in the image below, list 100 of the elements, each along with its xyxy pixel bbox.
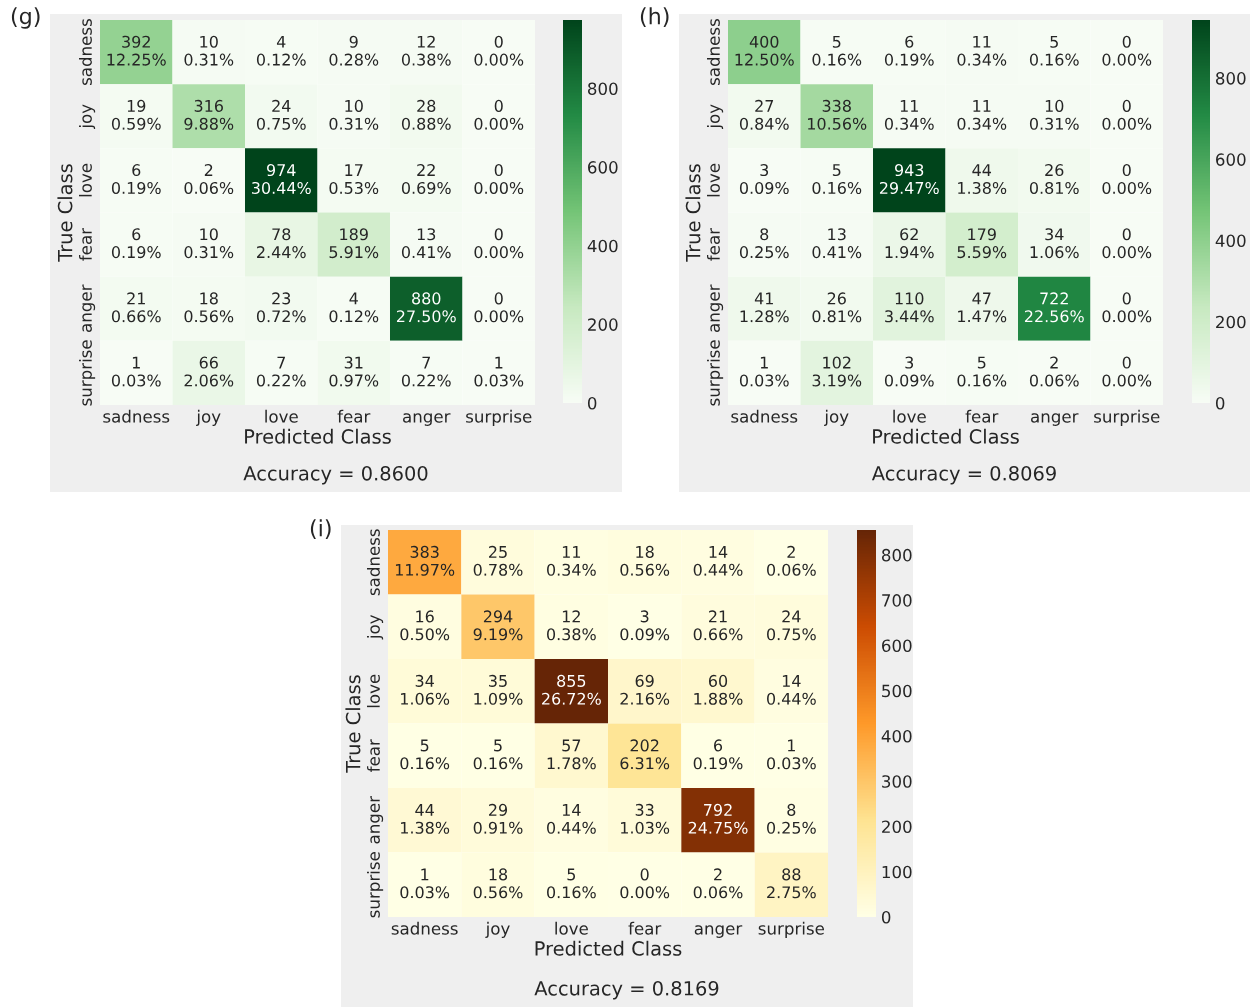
data-label: 7 0.22% [256,356,306,387]
color-bar-label: 200 [588,318,618,331]
x-tick-label: anger [403,413,451,426]
color-bar-label: 500 [882,684,912,698]
y-tick-label: anger [82,284,96,332]
data-label: 21 0.66% [693,610,743,641]
color-bar-label: 0 [1215,396,1225,410]
data-label: 19 0.59% [111,99,161,130]
y-axis-title: True Class [345,675,361,773]
data-label: 383 11.97% [395,545,455,576]
data-label: 26 0.81% [812,292,862,323]
data-label: 400 12.50% [735,35,794,66]
chart-title: (i) [310,519,331,540]
data-label: 11 0.34% [957,100,1007,130]
color-bar-label: 800 [587,82,618,95]
data-label: 41 1.28% [740,292,789,323]
data-label: 29 0.91% [473,803,523,834]
data-label: 943 29.47% [879,164,939,194]
text: Accuracy = 0.8069 [871,465,1056,485]
y-tick-label: joy [79,104,96,129]
data-label: 0 0.00% [474,35,524,66]
data-label: 10 0.31% [329,99,379,130]
data-label: 0 0.00% [474,164,524,194]
data-label: 57 1.78% [547,739,596,770]
chart-title: (g) [11,7,40,29]
data-label: 3 0.09% [884,356,934,387]
data-label: 18 0.56% [184,292,234,323]
data-label: 25 0.78% [473,545,523,576]
y-tick-label: sadness [707,19,720,86]
data-label: 12 0.38% [401,35,451,66]
x-tick-label: love [893,409,926,423]
x-tick-label: joy [824,409,849,426]
y-tick-label: joy [367,614,384,640]
data-label: 34 1.06% [401,674,450,705]
data-label: 0 0.00% [1102,35,1152,66]
data-label: 9 0.28% [329,35,379,66]
color-bar-label: 400 [1215,234,1246,248]
data-label: 4 0.12% [329,292,379,323]
data-label: 62 1.94% [885,228,934,259]
y-tick-label: sadness [79,19,92,86]
x-tick-label: sadness [391,921,458,935]
y-tick-label: love [367,674,380,708]
color-bar-label: 600 [882,639,912,652]
color-bar-label: 0 [881,910,891,924]
x-tick-label: surprise [466,409,532,426]
data-label: 10 0.31% [184,35,234,66]
color-bar-label: 0 [587,396,597,410]
data-label: 5 0.16% [473,739,523,770]
x-tick-label: surprise [758,921,824,938]
data-label: 10 0.31% [184,228,234,259]
x-tick-label: sadness [103,409,170,423]
data-label: 0 0.00% [474,292,524,323]
data-label: 316 9.88% [184,99,234,130]
y-tick-label: joy [707,104,724,129]
data-label: 189 5.91% [329,228,379,259]
data-label: 7 0.22% [401,356,451,387]
color-bar-label: 700 [882,594,912,607]
x-axis-title: Predicted Class [873,428,1019,444]
data-label: 21 0.66% [111,292,161,323]
data-label: 13 0.41% [401,228,451,259]
y-tick-label: love [707,163,720,197]
data-label: 5 0.16% [1029,35,1079,66]
x-tick-label: surprise [1094,409,1160,426]
color-bar-label: 200 [1216,315,1246,329]
data-label: 34 1.06% [1030,228,1079,259]
data-label: 8 0.25% [739,228,789,259]
data-label: 0 0.00% [1102,228,1152,259]
data-label: 44 1.38% [401,804,450,834]
x-tick-label: love [555,921,588,935]
y-tick-label: sadness [367,529,380,596]
data-label: 1 0.03% [739,356,789,387]
data-label: 47 1.47% [958,292,1007,323]
x-axis-title: Predicted Class [245,428,391,444]
data-label: 18 0.56% [473,868,523,899]
data-label: 0 0.00% [1102,164,1152,194]
data-label: 12 0.38% [547,610,596,641]
data-label: 792 24.75% [688,803,748,834]
color-bar-label: 200 [882,820,912,834]
data-label: 6 0.19% [693,739,743,770]
color-bar-label: 400 [881,729,912,743]
data-label: 11 0.34% [884,100,934,130]
data-label: 23 0.72% [256,292,306,323]
data-label: 14 0.44% [693,546,743,576]
data-label: 33 1.03% [621,803,670,834]
data-label: 3 0.09% [739,164,789,194]
data-label: 2 0.06% [693,868,743,899]
data-label: 0 0.00% [620,868,670,899]
color-bar-label: 600 [588,161,618,174]
data-label: 18 0.56% [620,545,670,576]
data-label: 880 27.50% [396,292,456,323]
color-bar-label: 300 [882,775,912,788]
color-bar-label: 800 [881,548,912,562]
y-tick-label: fear [79,227,92,261]
data-label: 1 0.03% [767,739,816,770]
data-label: 1 0.03% [111,356,161,387]
data-label: 14 0.44% [547,804,596,834]
data-label: 855 26.72% [542,674,601,705]
data-label: 0 0.00% [474,99,524,130]
data-label: 88 2.75% [767,868,816,899]
data-label: 5 0.16% [812,35,862,66]
